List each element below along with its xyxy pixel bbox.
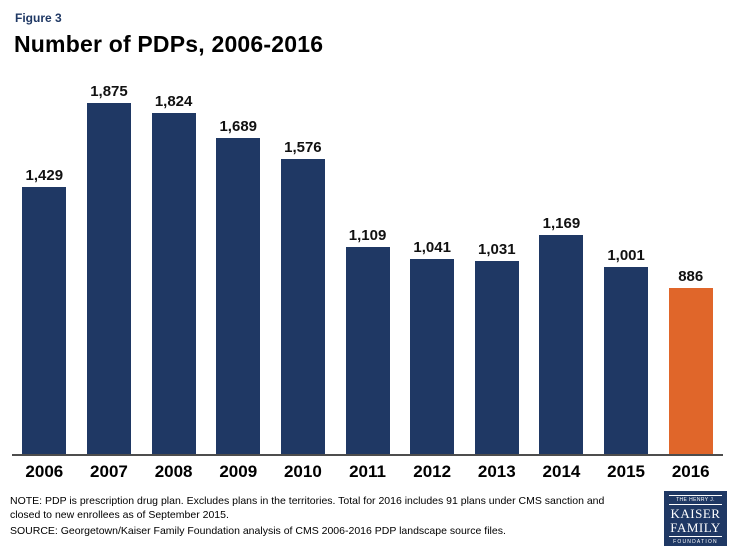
kaiser-family-foundation-logo: THE HENRY J. KAISER FAMILY FOUNDATION xyxy=(664,491,727,546)
bar-2007 xyxy=(86,103,131,454)
x-axis-labels: 2006 2007 2008 2009 2010 2011 2012 2013 2014 2015… xyxy=(12,462,723,482)
bar-2011 xyxy=(345,246,390,454)
bar-value-label-2015: 1,001 xyxy=(607,246,645,264)
bar-2015 xyxy=(604,266,649,454)
x-axis-label-2015: 2015 xyxy=(607,462,645,481)
bar-value-label-2014: 1,169 xyxy=(542,215,581,233)
bar-value-label-2006: 1,429 xyxy=(25,166,64,184)
bar-column-2007: 1,875 xyxy=(77,80,142,454)
bar-value-label-2016: 886 xyxy=(678,268,704,286)
x-axis-label-2008: 2008 xyxy=(154,462,193,481)
x-axis-label-2006: 2006 xyxy=(25,462,64,481)
bar-column-2006: 1,429 xyxy=(12,80,77,454)
x-axis-label-2014: 2014 xyxy=(542,462,581,481)
logo-line-foundation: FOUNDATION xyxy=(669,536,722,545)
bar-2009 xyxy=(216,138,261,454)
page-title: Number of PDPs, 2006-2016 xyxy=(14,31,324,57)
bar-column-2012: 1,041 xyxy=(400,80,465,454)
bar-value-label-2007: 1,875 xyxy=(90,83,128,101)
bar-value-label-2010: 1,576 xyxy=(284,139,322,157)
bar-2012 xyxy=(410,259,455,454)
bar-column-2009: 1,689 xyxy=(206,80,271,454)
bar-2016 xyxy=(668,288,713,454)
bar-value-label-2012: 1,041 xyxy=(413,239,451,257)
bar-2008 xyxy=(151,112,196,454)
bar-2006 xyxy=(22,186,67,454)
bar-column-2008: 1,824 xyxy=(141,80,206,454)
x-axis-label-2011: 2011 xyxy=(349,462,386,481)
source-line: SOURCE: Georgetown/Kaiser Family Foundat… xyxy=(10,524,506,537)
logo-line-family: FAMILY xyxy=(670,519,721,535)
bar-value-label-2009: 1,689 xyxy=(219,118,258,136)
bar-column-2015: 1,001 xyxy=(594,80,659,454)
note-line-2: closed to new enrollees as of September … xyxy=(10,508,229,521)
x-axis-label-2012: 2012 xyxy=(413,462,452,481)
bar-value-label-2013: 1,031 xyxy=(478,241,516,259)
bar-2010 xyxy=(280,159,325,454)
bar-2014 xyxy=(539,235,584,454)
bar-value-label-2008: 1,824 xyxy=(154,92,193,110)
logo-line-kaiser: KAISER xyxy=(670,506,721,521)
x-axis-label-2013: 2013 xyxy=(477,462,516,481)
x-axis-label-2009: 2009 xyxy=(219,462,258,481)
note-line-1: NOTE: PDP is prescription drug plan. Exc… xyxy=(10,495,605,507)
x-axis-label-2010: 2010 xyxy=(283,462,322,481)
footer-notes: NOTE: PDP is prescription drug plan. Exc… xyxy=(10,495,665,539)
figure-label: Figure 3 xyxy=(15,11,62,25)
bar-column-2013: 1,031 xyxy=(464,80,529,454)
bar-column-2016: 886 xyxy=(658,80,723,454)
bar-column-2010: 1,576 xyxy=(271,80,336,454)
x-axis-label-2007: 2007 xyxy=(90,462,128,481)
bar-chart: 1,429 1,875 1,824 1,689 1,576 1,109 1,041 1,031… xyxy=(12,80,723,456)
x-axis-label-2016: 2016 xyxy=(671,462,710,481)
bar-value-label-2011: 1,109 xyxy=(348,226,387,244)
bar-2013 xyxy=(474,261,519,454)
bar-column-2014: 1,169 xyxy=(529,80,594,454)
bar-column-2011: 1,109 xyxy=(335,80,400,454)
logo-line-henry: THE HENRY J. xyxy=(669,495,722,505)
